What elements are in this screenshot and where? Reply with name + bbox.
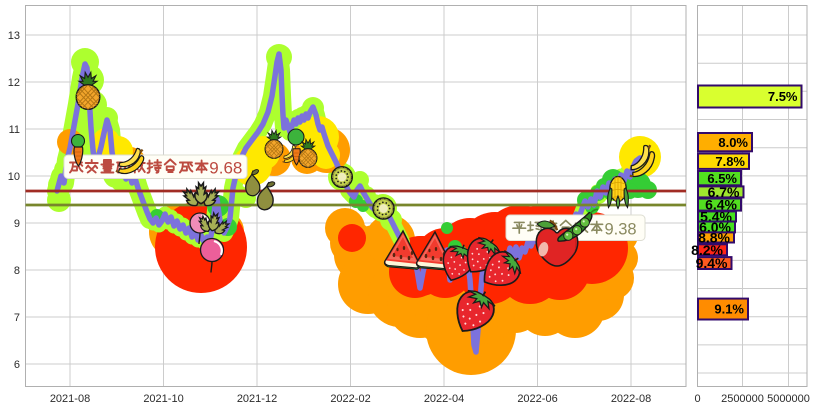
svg-text:7: 7: [14, 312, 20, 324]
svg-text:5.4%: 5.4%: [700, 208, 732, 224]
svg-text:8: 8: [14, 265, 20, 277]
svg-text:2021-08: 2021-08: [50, 393, 90, 405]
svg-text:2022-04: 2022-04: [424, 393, 464, 405]
svg-text:10: 10: [8, 171, 20, 183]
svg-text:9.68: 9.68: [209, 159, 242, 178]
svg-text:7.5%: 7.5%: [768, 89, 798, 104]
svg-text:6.5%: 6.5%: [707, 171, 737, 186]
svg-text:5000000: 5000000: [767, 393, 810, 405]
svg-text:9.4%: 9.4%: [696, 255, 728, 271]
svg-text:2022-06: 2022-06: [517, 393, 557, 405]
svg-text:2021-12: 2021-12: [237, 393, 277, 405]
svg-text:2021-10: 2021-10: [143, 393, 183, 405]
svg-text:8.2%: 8.2%: [691, 242, 723, 258]
svg-text:8.8%: 8.8%: [698, 229, 730, 245]
svg-text:2500000: 2500000: [721, 393, 764, 405]
svg-text:9: 9: [14, 218, 20, 230]
svg-text:6: 6: [14, 359, 20, 371]
svg-text:2022-02: 2022-02: [330, 393, 370, 405]
svg-text:11: 11: [9, 124, 20, 136]
svg-text:6.0%: 6.0%: [699, 219, 731, 235]
svg-text:0: 0: [694, 393, 700, 405]
svg-text:7.8%: 7.8%: [715, 154, 745, 169]
svg-text:9.1%: 9.1%: [714, 302, 744, 317]
svg-text:12: 12: [8, 77, 20, 89]
svg-text:6.7%: 6.7%: [708, 184, 740, 200]
svg-text:9.38: 9.38: [605, 221, 637, 239]
svg-text:8.0%: 8.0%: [718, 135, 748, 150]
svg-text:2022-08: 2022-08: [611, 393, 651, 405]
svg-text:6.4%: 6.4%: [705, 197, 737, 213]
svg-text:13: 13: [8, 30, 20, 42]
